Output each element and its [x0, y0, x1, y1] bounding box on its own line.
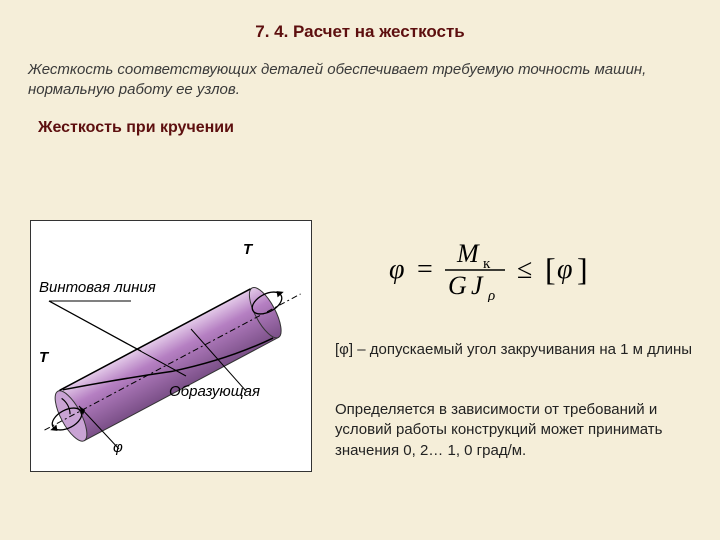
- subsection-title: Жесткость при кручении: [0, 101, 720, 137]
- diagram-svg: [31, 221, 311, 471]
- formula-phi2: φ: [557, 254, 573, 285]
- intro-paragraph: Жесткость соответствующих деталей обеспе…: [0, 42, 720, 101]
- stiffness-formula: φ = M к G J ρ ≤ [ φ ]: [385, 238, 675, 298]
- formula-svg: φ = M к G J ρ ≤ [ φ ]: [385, 238, 675, 302]
- torsion-diagram: T T Винтовая линия Образующая φ: [30, 220, 312, 472]
- desc-prefix: [φ] –: [335, 341, 366, 358]
- formula-eq: =: [417, 254, 433, 285]
- formula-rb: ]: [577, 251, 588, 287]
- range-description: Определяется в зависимости от требований…: [335, 400, 695, 461]
- phi-allowed-description: [φ] – допускаемый угол закручивания на 1…: [335, 340, 695, 360]
- label-T-left: T: [39, 349, 48, 366]
- formula-leq: ≤: [517, 254, 532, 285]
- formula-J: J: [471, 271, 484, 300]
- label-generator: Образующая: [169, 383, 260, 400]
- formula-lb: [: [545, 251, 556, 287]
- formula-G: G: [448, 271, 467, 300]
- formula-M: M: [456, 239, 480, 268]
- label-T-top: T: [243, 241, 252, 258]
- formula-phi: φ: [389, 254, 405, 285]
- formula-rho: ρ: [487, 288, 495, 302]
- desc-text: допускаемый угол закручивания на 1 м дли…: [366, 341, 692, 358]
- section-title: 7. 4. Расчет на жесткость: [0, 0, 720, 42]
- label-phi: φ: [113, 439, 123, 456]
- label-helix: Винтовая линия: [39, 279, 156, 296]
